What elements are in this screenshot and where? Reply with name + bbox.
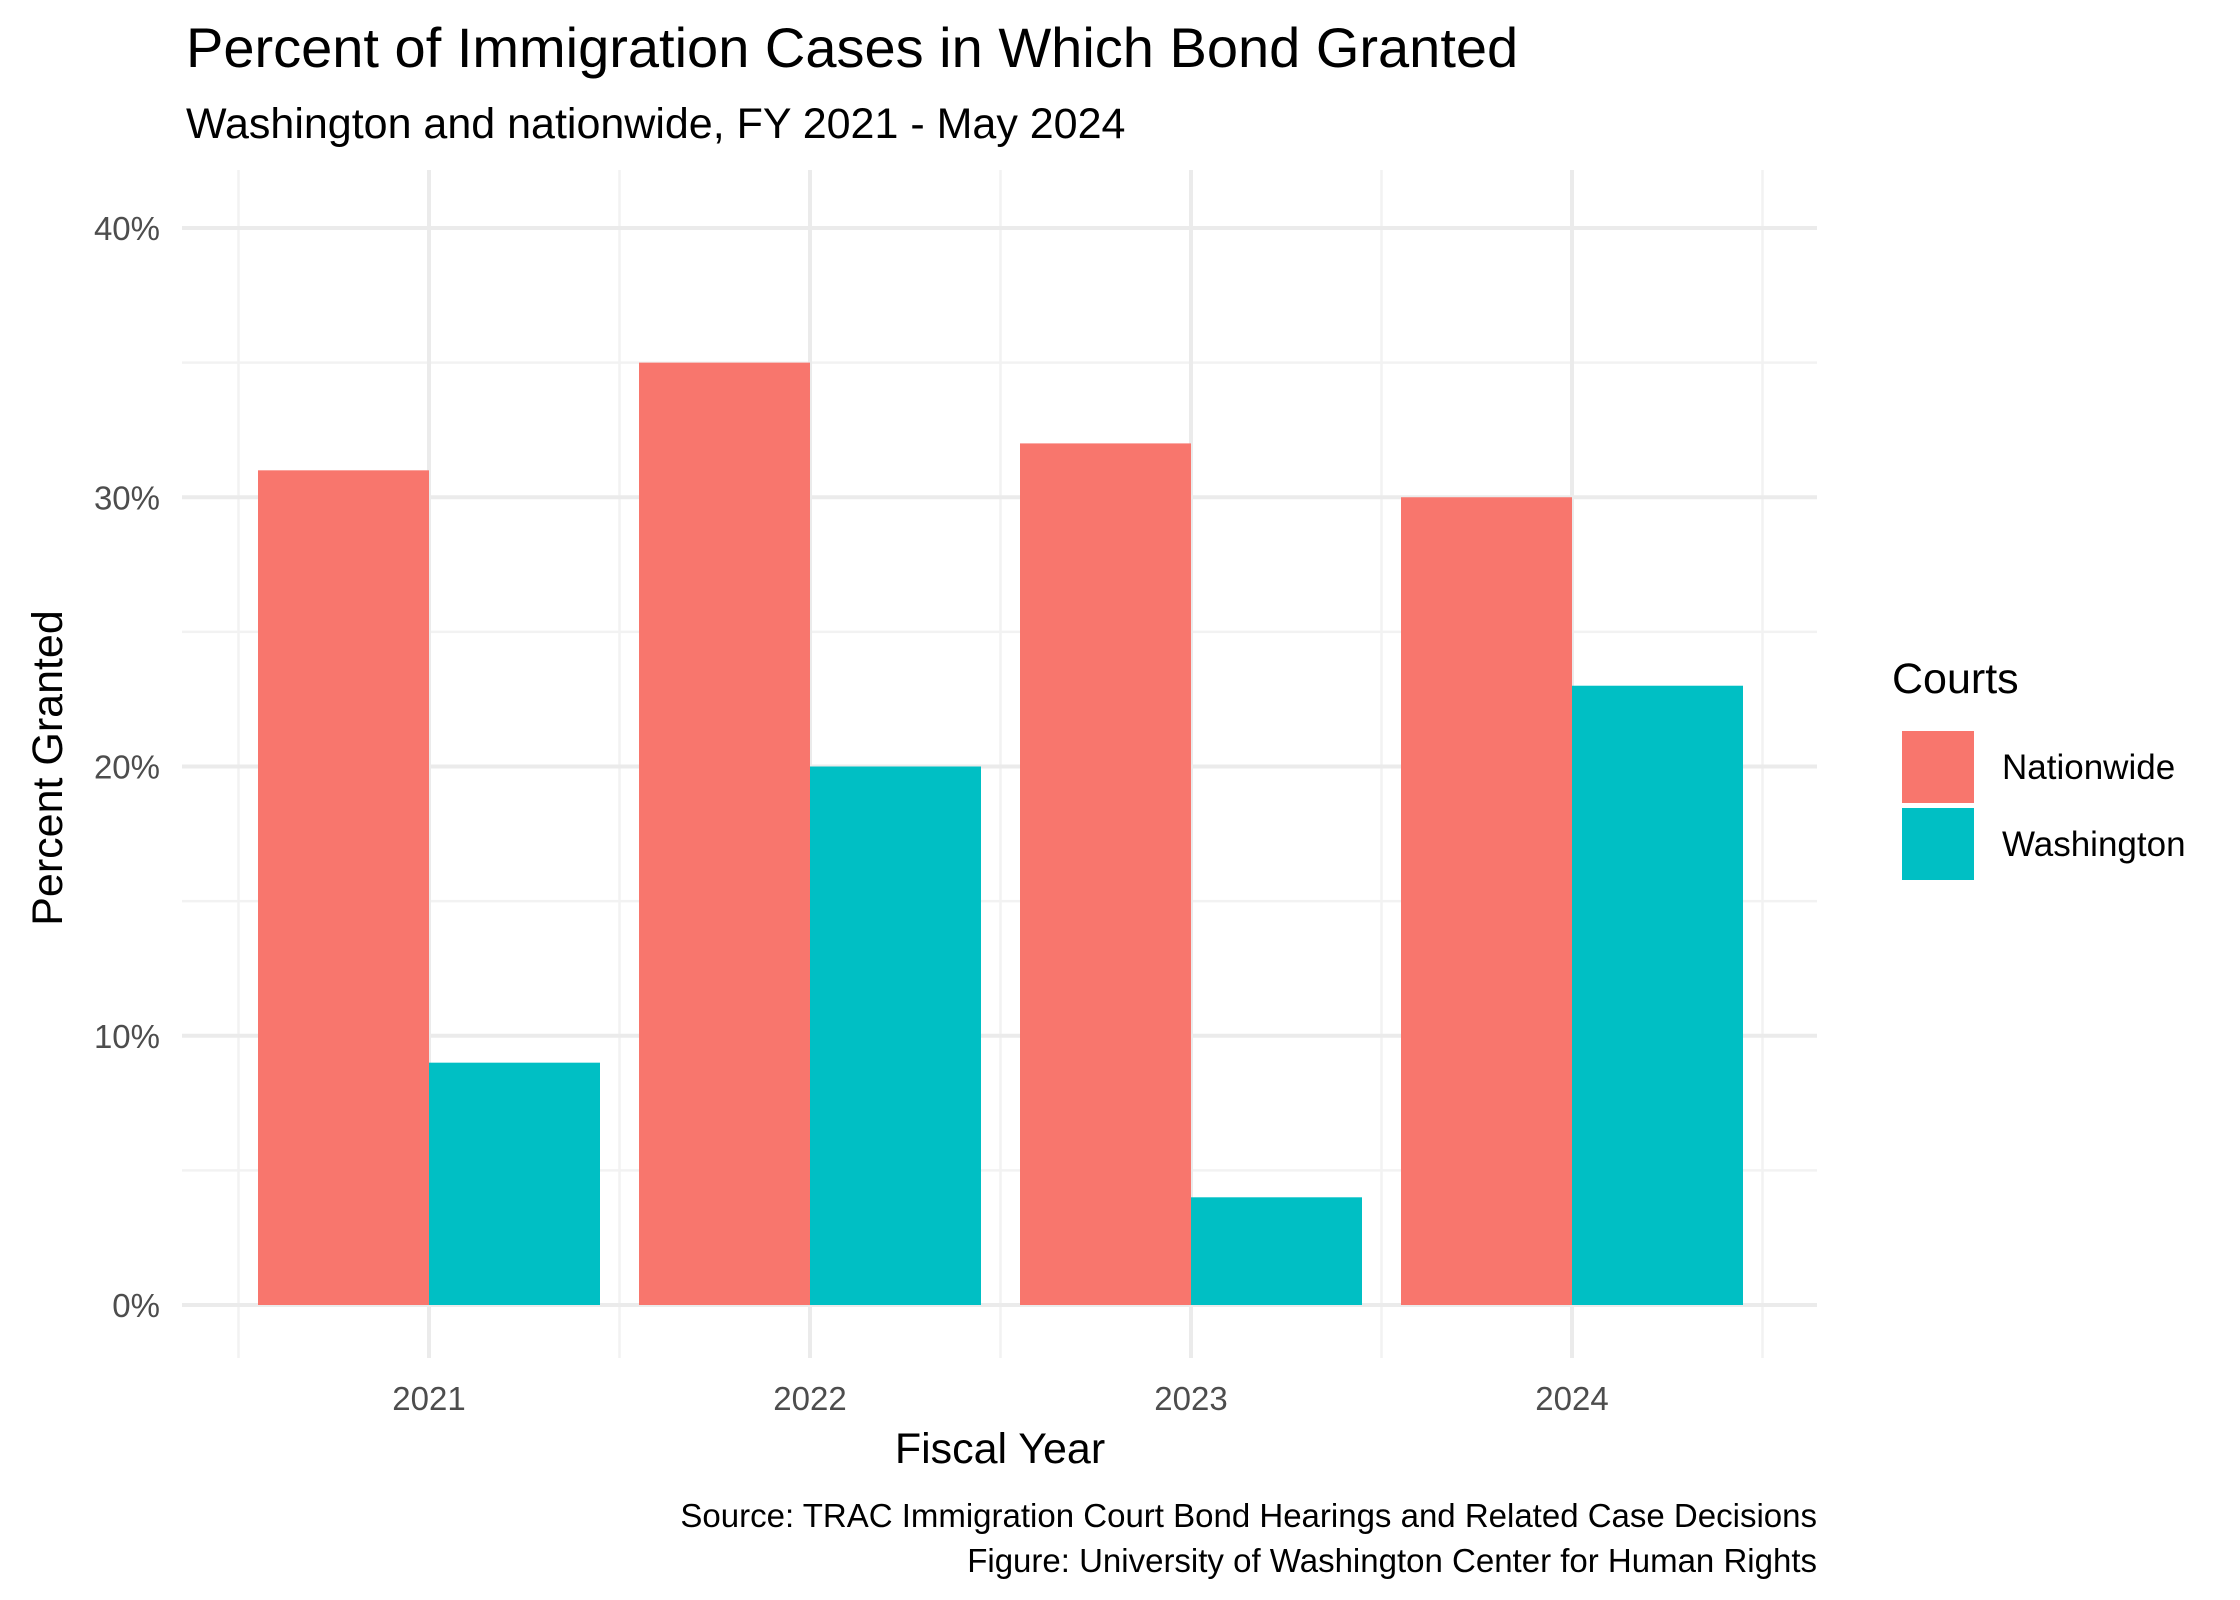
x-tick-label: 2022: [773, 1380, 846, 1417]
x-tick-labels: 2021 2022 2023 2024: [392, 1380, 1608, 1417]
bars: [258, 362, 1743, 1305]
y-tick-label: 10%: [94, 1018, 160, 1055]
legend-title: Courts: [1892, 655, 2019, 703]
bar-washington-2023: [1191, 1197, 1362, 1305]
legend: Courts Nationwide Washington: [1892, 655, 2186, 880]
y-tick-label: 40%: [94, 210, 160, 247]
y-tick-labels: 0% 10% 20% 30% 40%: [94, 210, 160, 1324]
y-tick-label: 0%: [112, 1287, 160, 1324]
caption-source: Source: TRAC Immigration Court Bond Hear…: [680, 1497, 1817, 1534]
x-axis-title: Fiscal Year: [895, 1425, 1105, 1473]
bar-washington-2022: [810, 766, 981, 1305]
y-tick-label: 20%: [94, 749, 160, 786]
legend-label-nationwide: Nationwide: [2002, 748, 2175, 787]
bar-nationwide-2022: [639, 362, 810, 1305]
y-axis-title: Percent Granted: [24, 610, 72, 926]
bar-nationwide-2023: [1020, 443, 1191, 1305]
bar-washington-2024: [1572, 685, 1743, 1305]
legend-swatch-washington: [1902, 808, 1974, 880]
x-tick-label: 2024: [1535, 1380, 1608, 1417]
y-tick-label: 30%: [94, 479, 160, 516]
bar-nationwide-2024: [1401, 497, 1572, 1305]
bar-washington-2021: [429, 1062, 600, 1305]
caption-figure: Figure: University of Washington Center …: [967, 1542, 1817, 1579]
legend-label-washington: Washington: [2002, 825, 2186, 864]
chart-subtitle: Washington and nationwide, FY 2021 - May…: [186, 100, 1125, 148]
x-tick-label: 2021: [392, 1380, 465, 1417]
bar-nationwide-2021: [258, 470, 429, 1305]
chart-title: Percent of Immigration Cases in Which Bo…: [186, 16, 1518, 79]
x-tick-label: 2023: [1154, 1380, 1227, 1417]
legend-swatch-nationwide: [1902, 731, 1974, 803]
